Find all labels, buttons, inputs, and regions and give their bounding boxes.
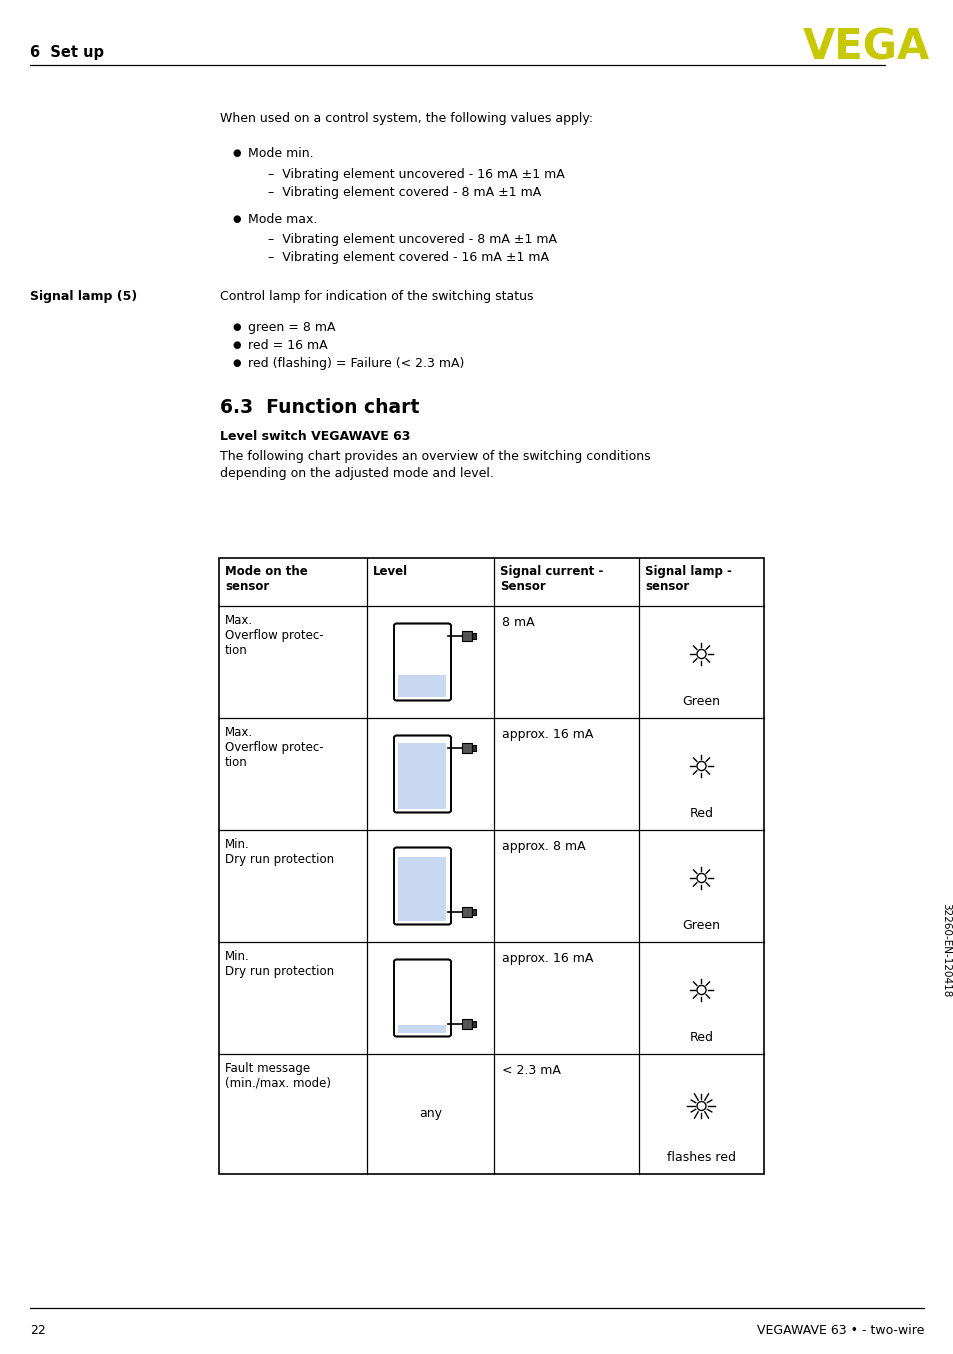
Text: < 2.3 mA: < 2.3 mA [501,1064,560,1076]
Text: 22: 22 [30,1323,46,1336]
Text: Dry run protection: Dry run protection [225,853,334,867]
Text: approx. 16 mA: approx. 16 mA [501,728,593,741]
Text: tion: tion [225,645,248,657]
Text: ●: ● [232,357,240,368]
Text: –  Vibrating element covered - 16 mA ±1 mA: – Vibrating element covered - 16 mA ±1 m… [268,250,548,264]
Text: Red: Red [689,807,713,821]
Text: any: any [418,1108,441,1121]
Text: flashes red: flashes red [666,1151,735,1164]
Text: –  Vibrating element covered - 8 mA ±1 mA: – Vibrating element covered - 8 mA ±1 mA [268,185,540,199]
Text: Sensor: Sensor [499,580,545,593]
Bar [398,674,446,697]
Text: Signal lamp -: Signal lamp - [644,565,731,578]
FancyBboxPatch shape [394,623,451,700]
Text: Level switch VEGAWAVE 63: Level switch VEGAWAVE 63 [220,431,410,443]
Text: (min./max. mode): (min./max. mode) [225,1076,331,1090]
Text: Max.: Max. [225,613,253,627]
Text: Level: Level [373,565,408,578]
Text: sensor: sensor [225,580,269,593]
Text: The following chart provides an overview of the switching conditions: The following chart provides an overview… [220,450,650,463]
Bar [462,1020,472,1029]
Text: ●: ● [232,322,240,332]
Text: sensor: sensor [644,580,688,593]
Text: Signal current -: Signal current - [499,565,602,578]
Text: Signal lamp (5): Signal lamp (5) [30,290,137,303]
Text: red = 16 mA: red = 16 mA [248,338,327,352]
Text: approx. 16 mA: approx. 16 mA [501,952,593,965]
FancyBboxPatch shape [394,960,451,1037]
Bar [462,907,472,917]
Text: Red: Red [689,1030,713,1044]
Text: ●: ● [232,340,240,349]
Bar [398,857,446,921]
Bar [472,634,476,639]
FancyBboxPatch shape [394,735,451,812]
Text: depending on the adjusted mode and level.: depending on the adjusted mode and level… [220,467,494,481]
Text: Mode min.: Mode min. [248,148,314,160]
Text: VEGAWAVE 63 • - two-wire: VEGAWAVE 63 • - two-wire [756,1323,923,1336]
Text: 6  Set up: 6 Set up [30,45,104,60]
Text: Green: Green [681,695,720,708]
Text: Overflow protec-: Overflow protec- [225,741,323,754]
Text: Max.: Max. [225,726,253,739]
Text: Min.: Min. [225,838,250,852]
Bar [472,745,476,751]
Text: When used on a control system, the following values apply:: When used on a control system, the follo… [220,112,593,125]
Text: tion: tion [225,756,248,769]
Text: Mode on the: Mode on the [225,565,308,578]
Text: approx. 8 mA: approx. 8 mA [501,839,585,853]
Text: 32260-EN-120418: 32260-EN-120418 [940,903,950,997]
Text: –  Vibrating element uncovered - 16 mA ±1 mA: – Vibrating element uncovered - 16 mA ±1… [268,168,564,181]
Bar [219,558,763,1174]
Bar [398,743,446,808]
Text: Overflow protec-: Overflow protec- [225,630,323,642]
Bar [472,1021,476,1026]
FancyBboxPatch shape [394,848,451,925]
Text: Mode max.: Mode max. [248,213,317,226]
Bar [462,743,472,753]
Text: 6.3  Function chart: 6.3 Function chart [220,398,419,417]
Text: Control lamp for indication of the switching status: Control lamp for indication of the switc… [220,290,533,303]
Bar [472,909,476,915]
Bar [398,1025,446,1033]
Text: red (flashing) = Failure (< 2.3 mA): red (flashing) = Failure (< 2.3 mA) [248,357,464,370]
Text: Fault message: Fault message [225,1062,310,1075]
Text: VEGA: VEGA [801,27,929,69]
Text: –  Vibrating element uncovered - 8 mA ±1 mA: – Vibrating element uncovered - 8 mA ±1 … [268,233,557,246]
Text: ●: ● [232,214,240,223]
Text: Dry run protection: Dry run protection [225,965,334,978]
Text: Min.: Min. [225,951,250,963]
Bar [462,631,472,640]
Text: 8 mA: 8 mA [501,616,534,630]
Text: ●: ● [232,148,240,158]
Text: Green: Green [681,919,720,932]
Text: green = 8 mA: green = 8 mA [248,321,335,334]
